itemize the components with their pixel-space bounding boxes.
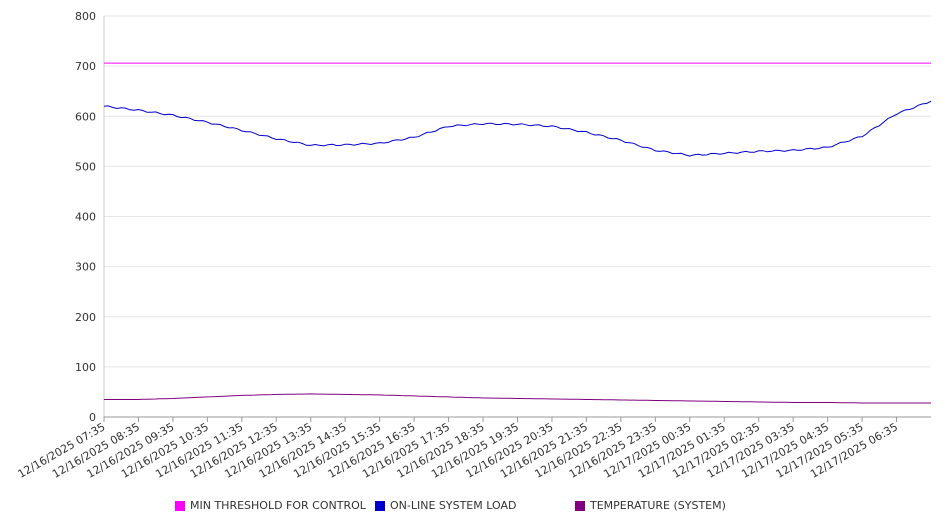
legend-item-temperature[interactable]: TEMPERATURE (SYSTEM) bbox=[575, 499, 726, 512]
series-line-1[interactable] bbox=[103, 100, 932, 157]
legend-swatch-min-threshold bbox=[175, 500, 185, 511]
legend: MIN THRESHOLD FOR CONTROL ON-LINE SYSTEM… bbox=[0, 499, 946, 515]
y-tick-label: 800 bbox=[75, 10, 96, 23]
y-tick-labels: 0 100 200 300 400 500 600 700 800 bbox=[75, 10, 96, 424]
series-lines bbox=[103, 62, 932, 404]
y-tick-label: 700 bbox=[75, 60, 96, 73]
y-tick-label: 600 bbox=[75, 110, 96, 123]
legend-swatch-temperature bbox=[575, 500, 585, 511]
legend-label-min-threshold: MIN THRESHOLD FOR CONTROL bbox=[190, 499, 366, 512]
y-tick-label: 200 bbox=[75, 311, 96, 324]
legend-item-min-threshold[interactable]: MIN THRESHOLD FOR CONTROL bbox=[175, 499, 366, 512]
y-tick-label: 300 bbox=[75, 261, 96, 274]
y-tick-label: 500 bbox=[75, 160, 96, 173]
series-line-2[interactable] bbox=[104, 393, 931, 404]
legend-swatch-system-load bbox=[375, 500, 385, 511]
axes bbox=[103, 16, 931, 422]
legend-label-system-load: ON-LINE SYSTEM LOAD bbox=[390, 499, 517, 512]
y-tick-label: 400 bbox=[75, 211, 96, 224]
legend-label-temperature: TEMPERATURE (SYSTEM) bbox=[590, 499, 726, 512]
grid-lines bbox=[104, 15, 931, 368]
legend-item-system-load[interactable]: ON-LINE SYSTEM LOAD bbox=[375, 499, 516, 512]
y-tick-label: 0 bbox=[89, 411, 96, 424]
y-tick-label: 100 bbox=[75, 361, 96, 374]
